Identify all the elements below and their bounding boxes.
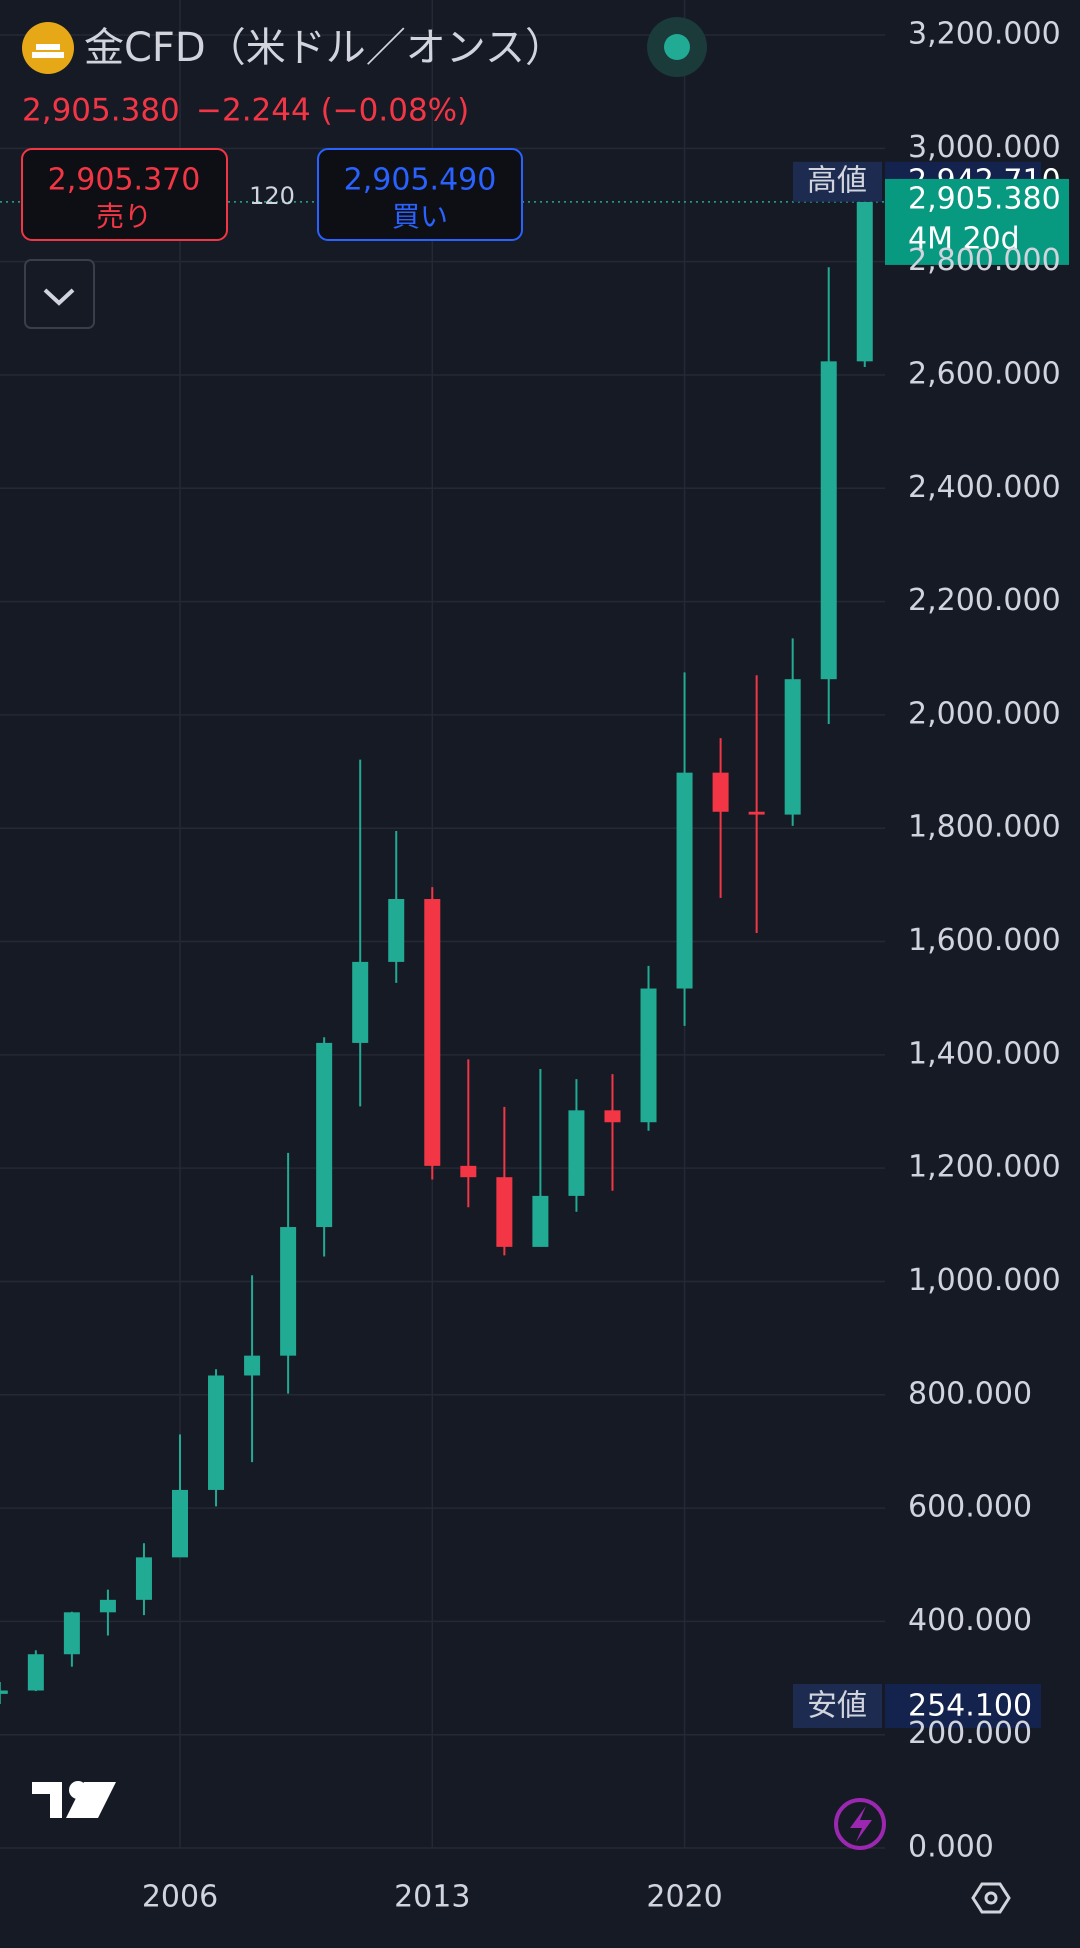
candle-body (172, 1489, 188, 1558)
lightning-icon (850, 1806, 872, 1842)
candle-body (63, 1612, 80, 1655)
tv-logo-dot (69, 1781, 87, 1799)
high-label-box (793, 161, 882, 202)
candle-body (27, 1654, 44, 1691)
x-tick-label: 2013 (394, 1880, 470, 1915)
candle-body (820, 361, 837, 680)
last-price: 2,905.380 (22, 93, 180, 129)
tv-logo (32, 1782, 116, 1818)
candle-body (856, 201, 873, 362)
y-tick-label: 2,600.000 (908, 356, 1061, 391)
y-tick-label: 2,400.000 (908, 470, 1061, 505)
candle-body (99, 1599, 116, 1613)
y-tick-label: 1,000.000 (908, 1263, 1061, 1298)
settings-icon (984, 1891, 998, 1905)
lightning-button[interactable] (834, 1798, 886, 1850)
status-dot (664, 34, 690, 60)
sell-price: 2,905.370 (48, 163, 201, 198)
candle-body (532, 1195, 549, 1247)
y-tick-label: 2,200.000 (908, 583, 1061, 618)
gold-icon-bar (36, 44, 60, 50)
y-tick-label: 3,200.000 (908, 17, 1061, 52)
candles (0, 180, 885, 1705)
y-tick-label: 2,800.000 (908, 243, 1061, 278)
chevron-icon (43, 288, 75, 306)
low-value: 254.100 (908, 1689, 1032, 1724)
spread: 120 (249, 182, 295, 210)
candle-body (280, 1227, 297, 1356)
countdown: 4M 20d (908, 221, 1020, 256)
price-change: −2.244 (−0.08%) (196, 93, 469, 129)
candle-body (604, 1110, 621, 1123)
low-value-box (885, 1684, 1041, 1728)
candle-body (496, 1177, 513, 1247)
candle-body (748, 811, 765, 815)
y-tick-label: 1,800.000 (908, 810, 1061, 845)
expand-button[interactable] (24, 259, 95, 329)
buy-label: 買い (392, 200, 448, 233)
candle-body (568, 1110, 585, 1196)
x-tick-label: 2006 (142, 1880, 218, 1915)
candle-body (208, 1375, 225, 1490)
y-tick-label: 400.000 (908, 1603, 1032, 1638)
candle-body (424, 899, 441, 1166)
gold-icon-bar (32, 52, 64, 58)
y-tick-label: 3,000.000 (908, 130, 1061, 165)
candle-body (460, 1165, 477, 1178)
candle-body (784, 679, 801, 815)
candle-body (388, 899, 405, 962)
candle-body (712, 772, 729, 812)
last-price-box (885, 178, 1069, 265)
grid (0, 0, 885, 1849)
low-label: 安値 (807, 1689, 867, 1724)
y-tick-label: 1,200.000 (908, 1150, 1061, 1185)
y-tick-label: 2,000.000 (908, 696, 1061, 731)
candle-body (0, 1690, 8, 1694)
candle-body (640, 988, 657, 1123)
y-tick-label: 0.000 (908, 1830, 994, 1865)
y-tick-label: 800.000 (908, 1376, 1032, 1411)
sell-button[interactable] (21, 148, 228, 241)
candle-body (316, 1042, 333, 1228)
candle-body (352, 961, 369, 1043)
symbol-title: 金CFD（米ドル／オンス） (84, 25, 565, 71)
sell-label: 売り (96, 200, 152, 233)
y-tick-label: 600.000 (908, 1490, 1032, 1525)
settings-button[interactable] (971, 1882, 1011, 1914)
candle-body (244, 1355, 261, 1376)
high-label: 高値 (807, 163, 867, 198)
candle-body (676, 772, 693, 989)
low-label-box (793, 1684, 882, 1728)
y-tick-label: 1,600.000 (908, 923, 1061, 958)
y-tick-label: 200.000 (908, 1716, 1032, 1751)
buy-price: 2,905.490 (344, 163, 497, 198)
last-price-value: 2,905.380 (908, 181, 1061, 216)
candle-body (135, 1557, 152, 1600)
y-tick-label: 1,400.000 (908, 1036, 1061, 1071)
x-tick-label: 2020 (646, 1880, 722, 1915)
buy-button[interactable] (317, 148, 523, 241)
